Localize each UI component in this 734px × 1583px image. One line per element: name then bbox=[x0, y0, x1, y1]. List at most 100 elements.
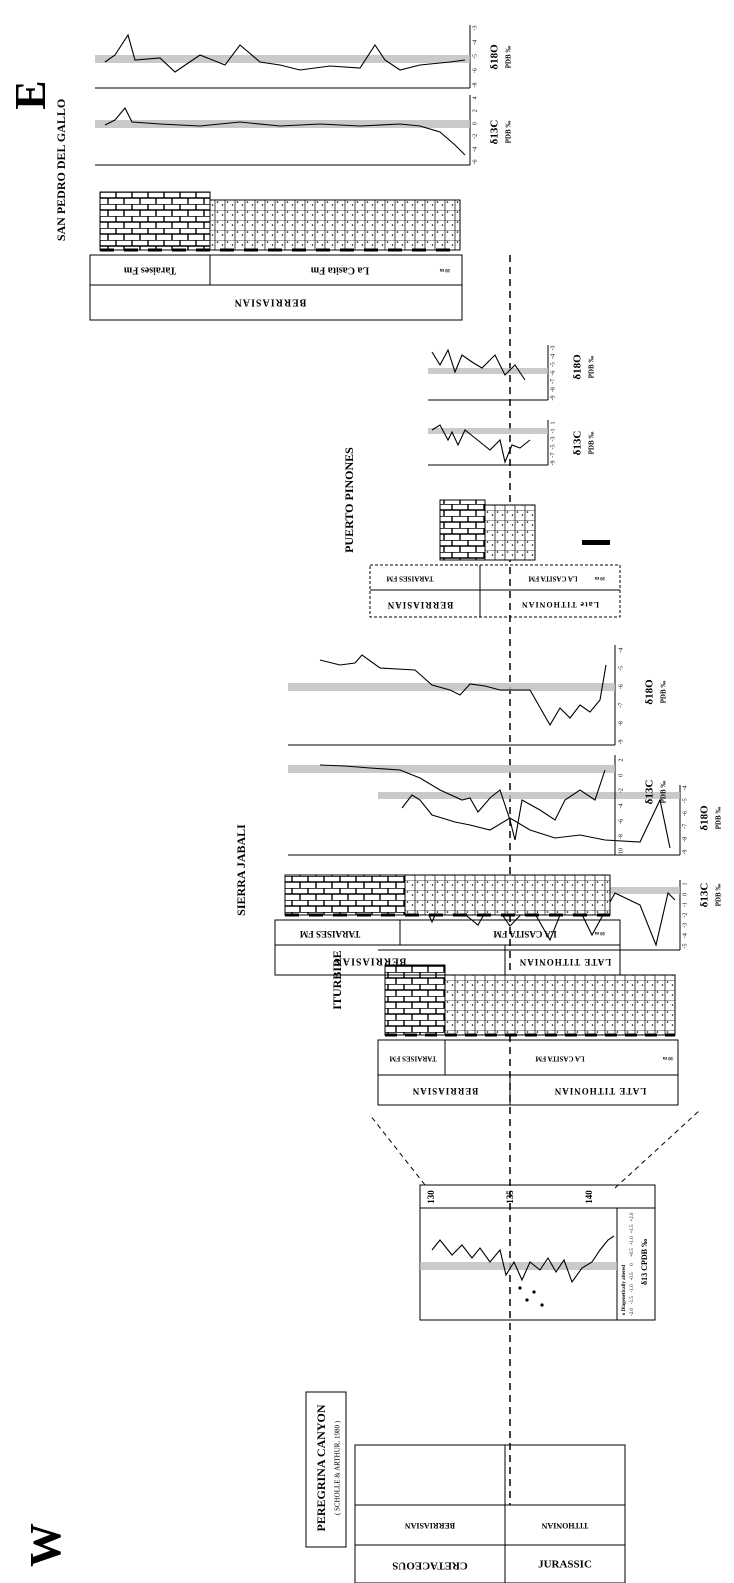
layout-shape bbox=[404, 874, 611, 916]
isotope-unit: PDB ‰ bbox=[715, 807, 723, 830]
tick-label: -7 bbox=[682, 824, 688, 829]
reference-band bbox=[428, 428, 548, 434]
stage-label: BERRIASIAN bbox=[412, 1086, 479, 1096]
tick-label: -4 bbox=[682, 933, 688, 938]
east-label: E bbox=[6, 80, 55, 109]
isotope-tick-label: +1.5 bbox=[630, 1224, 635, 1234]
isotope-curve bbox=[431, 348, 526, 381]
tick-label: -5 bbox=[472, 54, 478, 59]
tick-label: -7 bbox=[550, 379, 556, 384]
tick-label: 2 bbox=[618, 759, 624, 762]
isotope-label: δ13C bbox=[644, 780, 656, 805]
tick-label: -6 bbox=[682, 811, 688, 816]
isotope-unit: PDB ‰ bbox=[588, 432, 596, 455]
tick-label: -8 bbox=[618, 721, 624, 726]
tick-label: 2 bbox=[472, 109, 478, 112]
sample-point bbox=[532, 1290, 536, 1294]
tick-label: -3 bbox=[550, 437, 556, 442]
section-subtitle: ( SCHOLLE & ARTHUR, 1980 ) bbox=[334, 1420, 342, 1515]
tick-label: 1 bbox=[550, 422, 556, 425]
stage-label: LATE TITHONIAN bbox=[554, 1086, 646, 1096]
tick-label: -9 bbox=[550, 396, 556, 401]
tick-label: -5 bbox=[550, 362, 556, 367]
layout-shape bbox=[369, 564, 621, 618]
tick-label: -5 bbox=[682, 944, 688, 949]
layout-shape bbox=[369, 1114, 426, 1186]
tick-label: -2 bbox=[618, 788, 624, 793]
scale-label: 10 m bbox=[662, 1055, 673, 1060]
isotope-tick-label: -1.0 bbox=[630, 1284, 635, 1292]
isotope-tick-label: +0.5 bbox=[630, 1248, 635, 1258]
tick-label: -4 bbox=[618, 804, 624, 809]
isotope-tick-label: -1.5 bbox=[630, 1296, 635, 1304]
tick-label: -4 bbox=[618, 648, 624, 653]
tick-label: -4 bbox=[472, 147, 478, 152]
layout-shape bbox=[614, 1109, 701, 1189]
tick-label: -6 bbox=[472, 68, 478, 73]
tick-label: -8 bbox=[618, 834, 624, 839]
tick-label: -3 bbox=[550, 346, 556, 351]
tick-label: -5 bbox=[682, 798, 688, 803]
tick-label: -6 bbox=[618, 684, 624, 689]
tick-label: -7 bbox=[618, 703, 624, 708]
system-label: CRETACEOUS bbox=[392, 1559, 468, 1571]
isotope-unit: PDB ‰ bbox=[715, 884, 723, 907]
isotope-curve bbox=[431, 1235, 615, 1284]
stage-label: BERRIASIAN bbox=[405, 1521, 455, 1530]
sample-point bbox=[525, 1298, 529, 1302]
isotope-unit: PDB ‰ bbox=[660, 681, 668, 704]
layout-shape bbox=[439, 499, 486, 561]
layout-shape bbox=[444, 974, 676, 1036]
tick-label: -4 bbox=[472, 40, 478, 45]
tick-label: -3 bbox=[682, 923, 688, 928]
tick-label: -9 bbox=[550, 461, 556, 466]
tick-label: 1 bbox=[682, 883, 688, 886]
scale-label: 10 m bbox=[439, 267, 450, 272]
scale-label: 10 m bbox=[594, 575, 605, 580]
sample-point bbox=[540, 1303, 544, 1307]
tick-label: 0 bbox=[618, 774, 624, 777]
formation-label: LA CASITA FM bbox=[528, 574, 578, 582]
isotope-curve bbox=[319, 764, 606, 841]
layout-shape bbox=[582, 540, 610, 545]
formation-label: LA CASITA FM bbox=[493, 929, 557, 939]
isotope-tick-label: +2.0 bbox=[630, 1212, 635, 1222]
sample-point bbox=[518, 1286, 522, 1290]
tick-label: 0 bbox=[472, 122, 478, 125]
formation-label: TARAISES FM bbox=[389, 1054, 437, 1062]
tick-label: -3 bbox=[472, 26, 478, 31]
age-tick-label: 135 bbox=[505, 1190, 515, 1204]
tick-label: 0 bbox=[682, 893, 688, 896]
isotope-tick-label: -0.5 bbox=[630, 1272, 635, 1280]
formation-label: La Casita Fm bbox=[310, 265, 369, 276]
formation-label: TARAISES FM bbox=[386, 574, 434, 582]
reference-band bbox=[288, 683, 615, 691]
layout-shape bbox=[484, 504, 536, 561]
section-title: SIERRA JABALI bbox=[234, 824, 248, 916]
layout-shape bbox=[377, 1039, 679, 1106]
tick-label: 4 bbox=[472, 97, 478, 100]
isotope-label: δ13C bbox=[572, 431, 584, 456]
layout-shape bbox=[305, 1391, 347, 1548]
age-tick-label: 140 bbox=[584, 1190, 594, 1204]
tick-label: -2 bbox=[472, 134, 478, 139]
reference-band bbox=[95, 55, 470, 63]
tick-label: -6 bbox=[472, 160, 478, 165]
layout-shape bbox=[89, 254, 463, 321]
axis-label: δ13 CPDB ‰ bbox=[640, 1239, 649, 1285]
tick-label: -1 bbox=[550, 429, 556, 434]
reference-band bbox=[378, 792, 680, 799]
layout bbox=[89, 25, 701, 1583]
stage-label: LATE TITHONIAN bbox=[519, 957, 611, 967]
system-label: JURASSIC bbox=[538, 1559, 592, 1571]
stage-label: TITHONIAN bbox=[541, 1521, 588, 1530]
stage-label: BERRIASIAN bbox=[334, 956, 407, 967]
isotope-label: δ18O bbox=[489, 44, 501, 70]
stage-label: Late TITHONIAN bbox=[521, 600, 599, 609]
isotope-curve bbox=[104, 107, 466, 156]
age-tick-label: 130 bbox=[426, 1190, 436, 1204]
isotope-unit: PDB ‰ bbox=[588, 356, 596, 379]
isotope-unit: PDB ‰ bbox=[505, 121, 513, 144]
isotope-label: δ18O bbox=[644, 679, 656, 705]
